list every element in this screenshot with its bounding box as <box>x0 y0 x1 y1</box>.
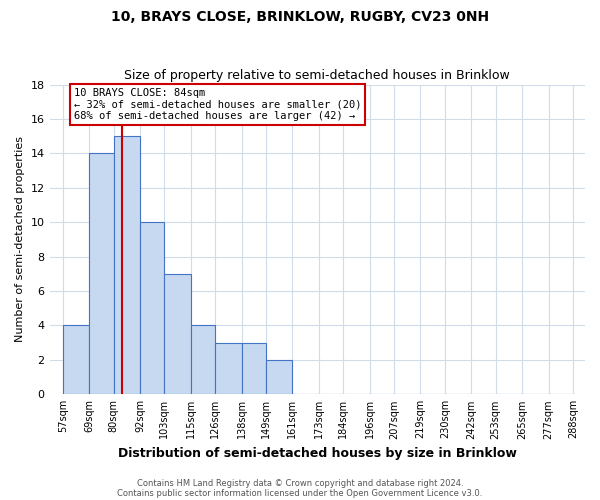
Bar <box>266 360 292 394</box>
Bar <box>164 274 191 394</box>
Bar <box>113 136 140 394</box>
Bar <box>89 154 113 394</box>
Bar <box>140 222 164 394</box>
Bar <box>191 326 215 394</box>
Bar <box>215 342 242 394</box>
Text: Contains public sector information licensed under the Open Government Licence v3: Contains public sector information licen… <box>118 488 482 498</box>
Text: 10, BRAYS CLOSE, BRINKLOW, RUGBY, CV23 0NH: 10, BRAYS CLOSE, BRINKLOW, RUGBY, CV23 0… <box>111 10 489 24</box>
Title: Size of property relative to semi-detached houses in Brinklow: Size of property relative to semi-detach… <box>124 69 510 82</box>
Y-axis label: Number of semi-detached properties: Number of semi-detached properties <box>15 136 25 342</box>
Text: Contains HM Land Registry data © Crown copyright and database right 2024.: Contains HM Land Registry data © Crown c… <box>137 478 463 488</box>
Bar <box>63 326 89 394</box>
Text: 10 BRAYS CLOSE: 84sqm
← 32% of semi-detached houses are smaller (20)
68% of semi: 10 BRAYS CLOSE: 84sqm ← 32% of semi-deta… <box>74 88 361 121</box>
X-axis label: Distribution of semi-detached houses by size in Brinklow: Distribution of semi-detached houses by … <box>118 447 517 460</box>
Bar <box>242 342 266 394</box>
